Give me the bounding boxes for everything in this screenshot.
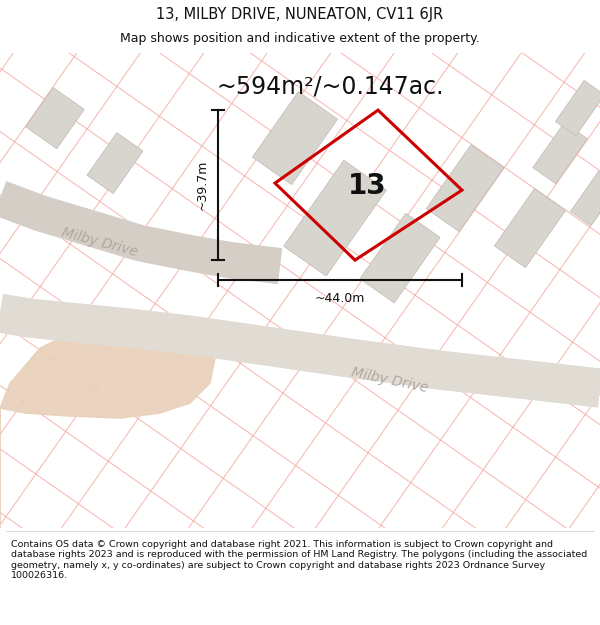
Polygon shape bbox=[426, 145, 504, 231]
Polygon shape bbox=[556, 81, 600, 136]
Polygon shape bbox=[360, 213, 440, 303]
Polygon shape bbox=[571, 171, 600, 226]
Text: Milby Drive: Milby Drive bbox=[350, 365, 430, 395]
Text: Map shows position and indicative extent of the property.: Map shows position and indicative extent… bbox=[120, 32, 480, 45]
Polygon shape bbox=[253, 92, 338, 184]
Polygon shape bbox=[494, 189, 566, 268]
Text: 13: 13 bbox=[348, 172, 387, 200]
Polygon shape bbox=[533, 122, 587, 184]
Text: 13, MILBY DRIVE, NUNEATON, CV11 6JR: 13, MILBY DRIVE, NUNEATON, CV11 6JR bbox=[157, 8, 443, 22]
Polygon shape bbox=[26, 88, 85, 149]
Polygon shape bbox=[87, 132, 143, 194]
Text: ~39.7m: ~39.7m bbox=[196, 160, 209, 210]
Text: Contains OS data © Crown copyright and database right 2021. This information is : Contains OS data © Crown copyright and d… bbox=[11, 540, 587, 580]
Polygon shape bbox=[0, 313, 215, 528]
Text: Milby Drive: Milby Drive bbox=[61, 225, 140, 259]
Text: ~44.0m: ~44.0m bbox=[315, 292, 365, 304]
Text: ~594m²/~0.147ac.: ~594m²/~0.147ac. bbox=[216, 74, 444, 98]
Polygon shape bbox=[284, 160, 386, 276]
